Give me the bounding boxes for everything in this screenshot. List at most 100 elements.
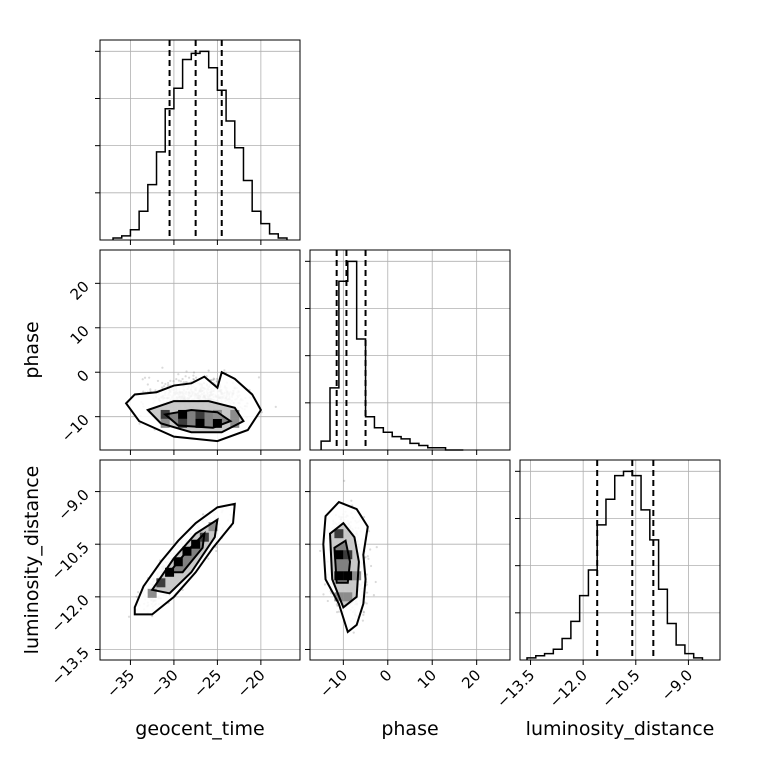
hist-luminosity-distance-panel — [515, 459, 721, 665]
frame-geocent-time — [99, 39, 301, 241]
sample-point — [181, 377, 184, 381]
sample-point — [212, 377, 215, 380]
sample-point — [343, 479, 346, 482]
contour-line-phase-luminosity-distance-2 — [333, 539, 352, 584]
sample-point — [365, 591, 369, 594]
density-cell-phase-luminosity-distance-0 — [334, 550, 344, 560]
contour-line-geocent-time-luminosity-distance-0 — [133, 502, 236, 616]
x-tick-label-geocent-time-2: −25 — [190, 666, 225, 701]
y-tick-label-luminosity-distance-3: −9.0 — [54, 486, 92, 524]
x-axis-label-geocent-time: geocent_time — [135, 718, 264, 740]
sample-point — [166, 381, 170, 385]
density-cell-phase-luminosity-distance-7 — [352, 571, 362, 581]
density-cell-geocent-time-phase-0 — [178, 409, 188, 419]
sample-point — [192, 377, 195, 381]
y-axis-label-luminosity-distance: luminosity_distance — [21, 466, 43, 655]
x-tick-label-luminosity-distance-1: −12.0 — [546, 666, 591, 711]
x-tick-label-luminosity-distance-2: −10.5 — [598, 666, 643, 711]
sample-point — [192, 371, 196, 374]
sample-point — [135, 595, 138, 598]
contour-line-geocent-time-phase-1 — [146, 400, 245, 434]
sample-point — [215, 546, 218, 549]
x-tick-label-phase-1: 0 — [376, 666, 395, 685]
y-tick-label-phase-3: 20 — [67, 277, 93, 303]
histogram-luminosity-distance — [526, 470, 704, 660]
sample-point — [136, 591, 140, 594]
y-tick-label-luminosity-distance-1: −12.0 — [48, 591, 93, 636]
sample-point — [365, 573, 369, 576]
sample-point — [366, 555, 369, 558]
sample-point — [169, 379, 172, 382]
sample-point — [260, 411, 263, 414]
x-axis-label-phase: phase — [381, 718, 438, 740]
x-axis-label-luminosity-distance: luminosity_distance — [526, 718, 715, 740]
sample-point — [350, 499, 353, 502]
sample-point — [184, 375, 187, 378]
sample-point — [210, 378, 213, 382]
density-cell-geocent-time-luminosity-distance-3 — [191, 539, 201, 549]
sample-point — [361, 619, 365, 622]
sample-point — [164, 382, 167, 386]
sample-point — [362, 613, 365, 616]
sample-point — [365, 583, 368, 586]
sample-point — [188, 376, 191, 379]
contour-line-geocent-time-luminosity-distance-2 — [167, 530, 206, 574]
sample-point — [127, 615, 131, 618]
sample-point — [364, 556, 367, 559]
y-tick-label-phase-1: 0 — [73, 366, 92, 385]
contour-line-phase-luminosity-distance-1 — [328, 521, 360, 609]
x-tick-label-phase-2: 10 — [414, 666, 440, 692]
sample-point — [367, 557, 370, 560]
y-axis-label-phase: phase — [21, 321, 43, 378]
sample-point — [322, 593, 325, 596]
sample-point — [207, 369, 210, 372]
sample-point — [351, 504, 354, 507]
sample-point — [177, 379, 181, 382]
frame-geocent-time-phase — [99, 249, 301, 451]
sample-point — [194, 376, 198, 379]
x-tick-label-geocent-time-0: −35 — [103, 666, 138, 701]
frame-geocent-time-luminosity-distance — [99, 459, 301, 661]
density-luminosity-distance-vs-geocent-time-panel — [95, 459, 301, 665]
sample-point — [192, 378, 196, 381]
density-cell-phase-luminosity-distance-5 — [343, 592, 353, 602]
y-tick-label-luminosity-distance-2: −10.5 — [48, 538, 93, 583]
sample-point — [143, 376, 147, 379]
sample-point — [141, 378, 144, 381]
density-cell-geocent-time-phase-8 — [230, 409, 240, 419]
x-tick-label-geocent-time-1: −30 — [147, 666, 182, 701]
sample-point — [185, 381, 188, 384]
sample-point — [181, 588, 184, 591]
sample-point — [182, 381, 185, 384]
density-cell-geocent-time-luminosity-distance-6 — [208, 522, 218, 532]
sample-point — [149, 388, 152, 391]
sample-point — [207, 557, 210, 560]
sample-point — [167, 383, 170, 387]
density-cell-phase-luminosity-distance-4 — [334, 529, 344, 539]
sample-point — [161, 366, 164, 369]
x-tick-label-luminosity-distance-3: −9.0 — [658, 666, 696, 704]
hist-phase-panel — [305, 249, 511, 455]
sample-point — [365, 602, 368, 605]
frame-phase — [309, 249, 511, 451]
density-phase-vs-geocent-time-panel — [95, 249, 301, 455]
sample-point — [216, 380, 219, 383]
sample-point — [161, 381, 164, 384]
sample-point — [156, 379, 160, 383]
sample-point — [223, 369, 226, 372]
sample-point — [146, 383, 149, 386]
sample-point — [201, 513, 205, 516]
density-cell-geocent-time-luminosity-distance-5 — [156, 578, 166, 588]
sample-point — [215, 377, 218, 380]
contour-line-geocent-time-phase-0 — [124, 370, 263, 443]
sample-point — [161, 386, 164, 389]
sample-point — [175, 378, 178, 381]
sample-point — [335, 603, 338, 606]
sample-point — [374, 580, 377, 584]
sample-point — [326, 599, 329, 603]
frame-luminosity-distance — [519, 459, 721, 661]
sample-point — [211, 379, 214, 382]
density-cell-geocent-time-phase-7 — [160, 418, 170, 428]
sample-point — [185, 370, 188, 373]
sample-point — [367, 530, 371, 533]
